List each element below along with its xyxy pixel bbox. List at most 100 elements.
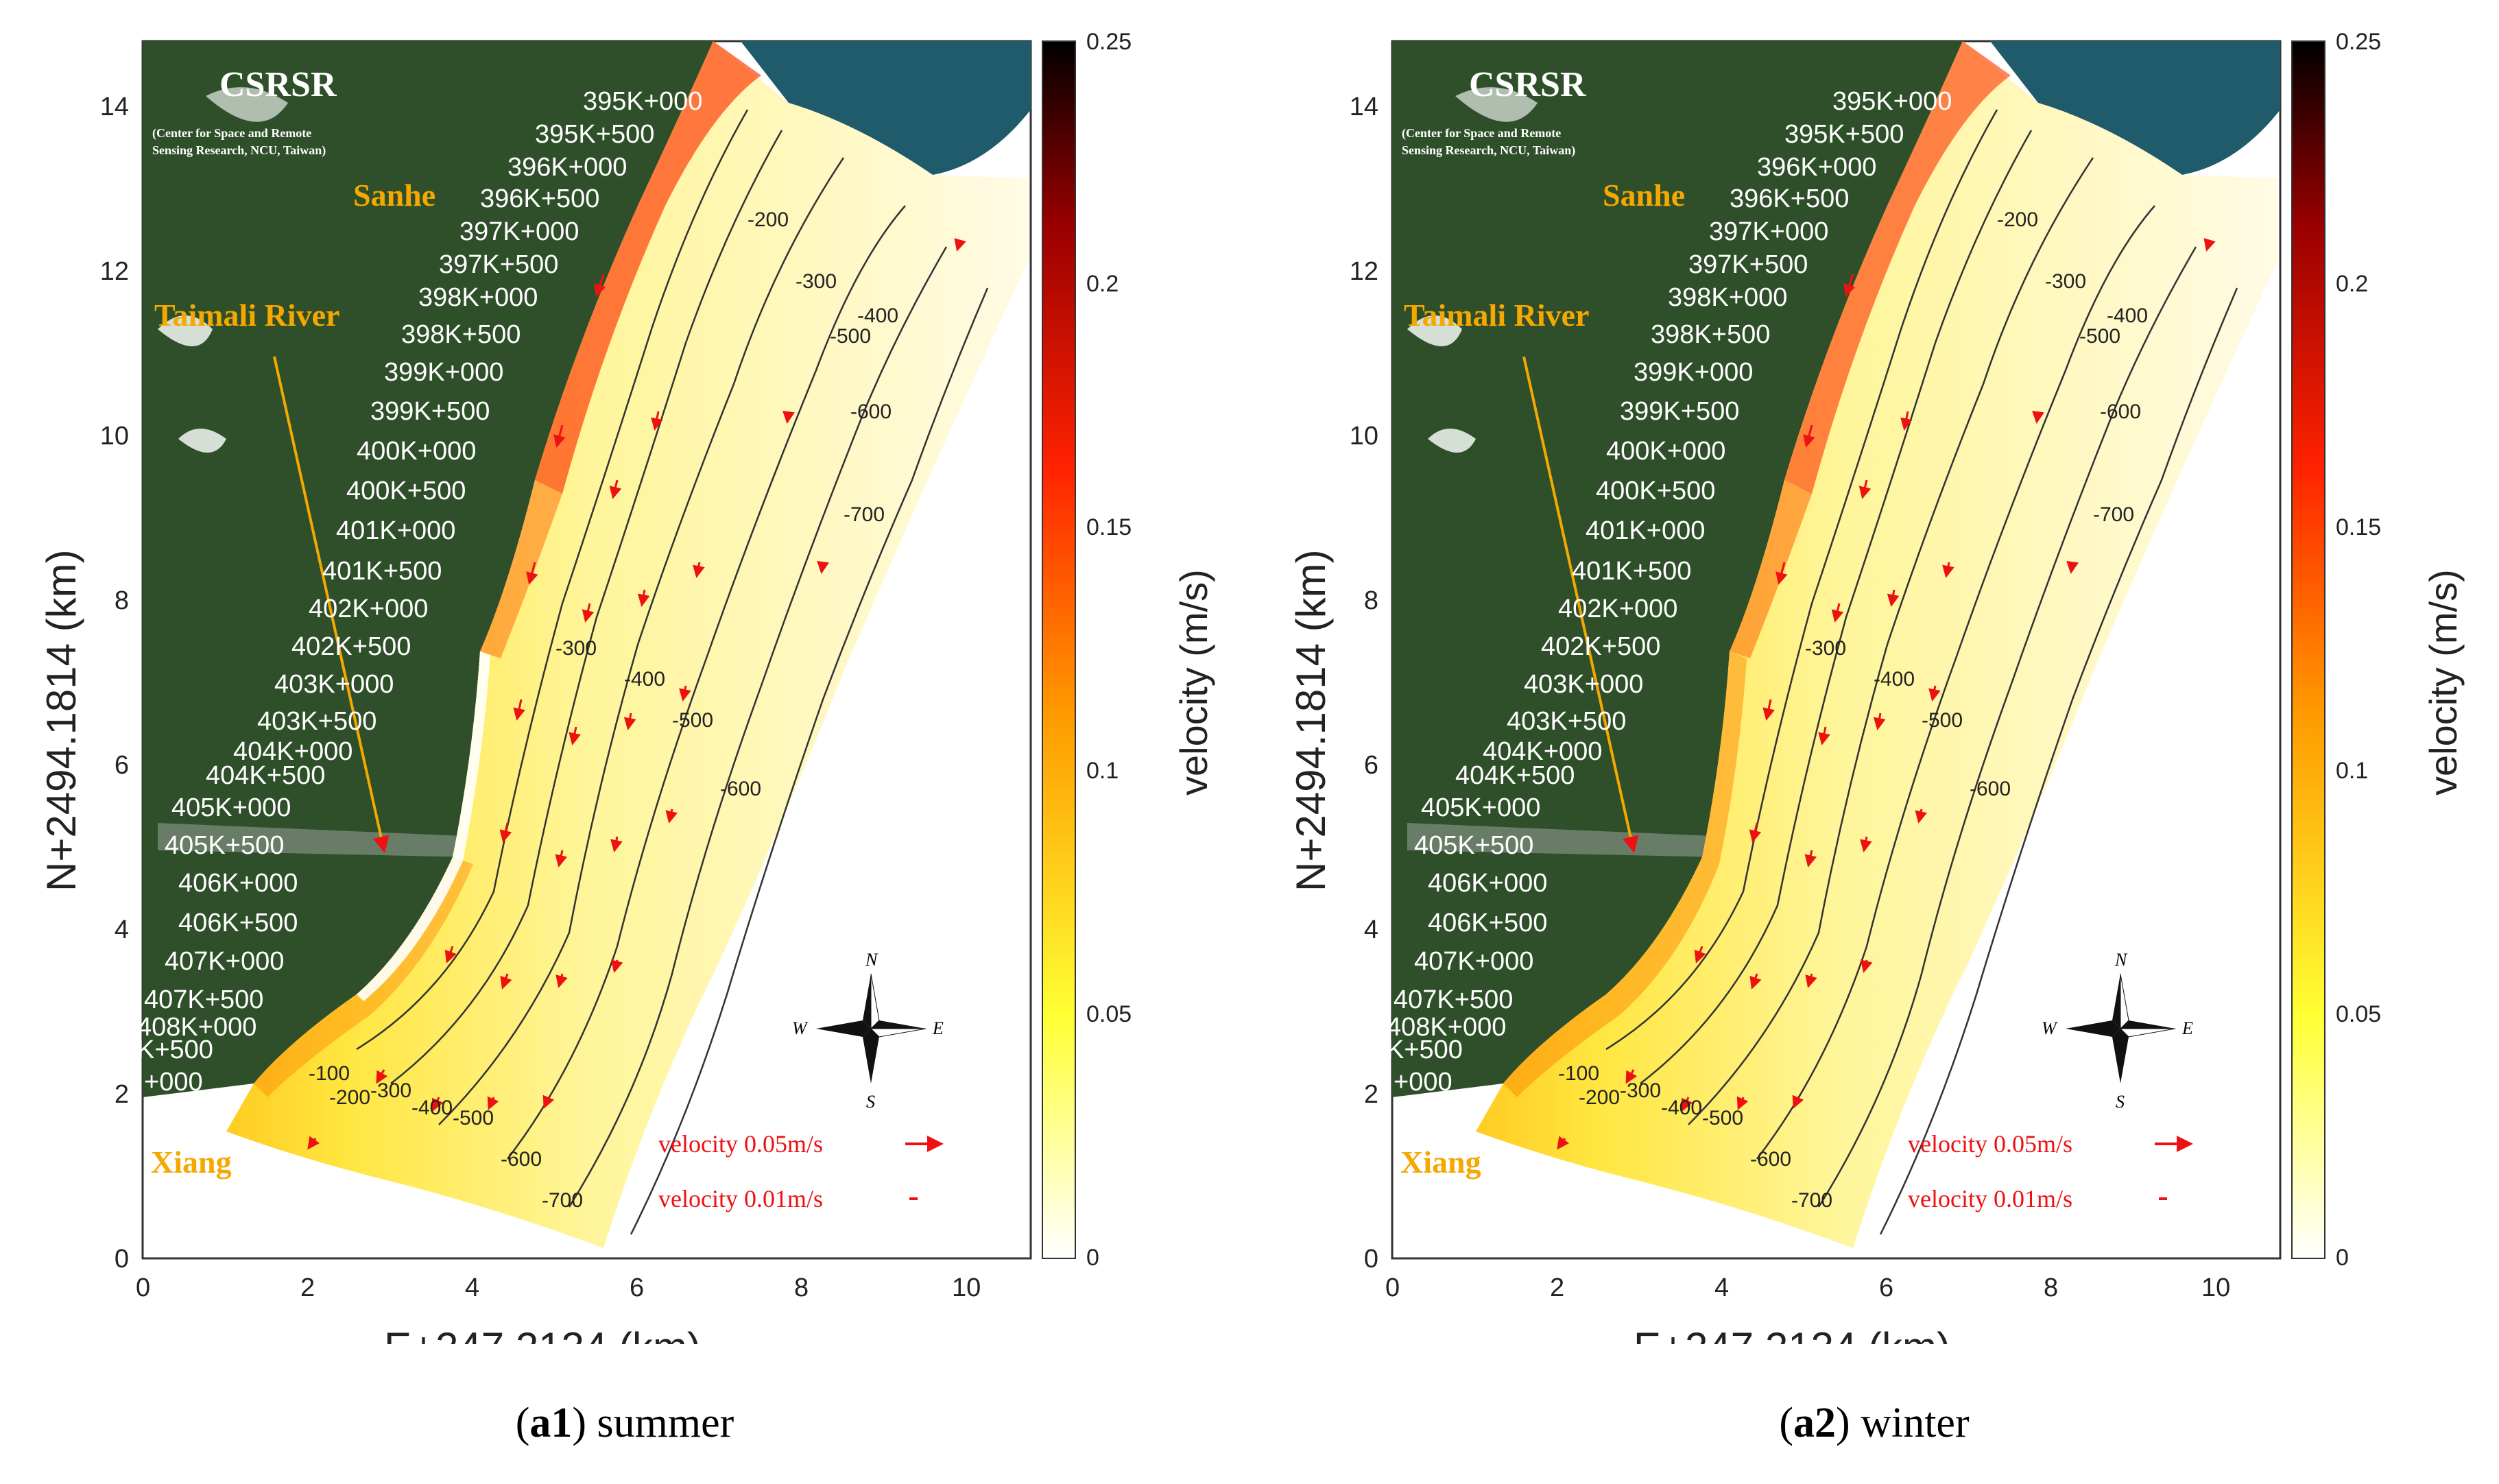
station-label: 395K+000 [1832,87,1952,116]
contour-label: -200 [1997,208,2038,231]
contour-label: -400 [857,304,898,327]
x-tick-label: 4 [465,1273,479,1302]
contour-label: -600 [501,1148,542,1171]
colorbar-tick-label: 0 [2336,1245,2349,1271]
contour-label: -200 [1579,1086,1620,1109]
velocity-vectors [1557,238,2216,1150]
x-tick-label: 10 [2201,1273,2230,1302]
contour-label: -700 [844,503,885,526]
x-tick-label: 8 [2044,1273,2058,1302]
colorbar: 0 0.05 0.1 0.15 0.2 0.25 velocity (m/s) [1042,29,1215,1271]
compass-west-label: W [792,1018,809,1038]
station-labels: 395K+000 395K+500 396K+000 396K+500 397K… [137,87,702,1097]
station-label: 405K+000 [1421,793,1540,822]
river-pointer [1522,356,1639,853]
station-label: 400K+500 [346,477,466,505]
river-pointer [273,356,390,853]
logo-subtitle: Sensing Research, NCU, Taiwan) [152,143,326,158]
station-label: 401K+500 [1572,557,1691,586]
station-label: 407K+500 [144,985,263,1014]
colorbar-tick-label: 0.05 [2336,1001,2381,1027]
contour-labels: -200 -300 -400 -500 -600 -700 -100 -200 … [1558,208,2148,1212]
y-tick-label: 6 [115,751,129,780]
y-tick-label: 8 [115,586,129,615]
contour-label: -500 [2079,325,2120,348]
station-label: 398K+000 [1668,283,1787,312]
velocity-vectors [307,238,966,1150]
station-label: 398K+500 [1651,320,1770,349]
station-label: 396K+000 [1757,153,1876,182]
legend-vector-small: velocity 0.01m/s [1908,1185,2072,1212]
station-label: 405K+500 [165,831,284,860]
station-label: K+500 [1387,1036,1463,1064]
caption-season: summer [597,1400,734,1446]
y-tick-label: 4 [1364,915,1378,944]
station-label: 403K+000 [274,670,394,699]
logo-text: CSRSR [219,65,337,104]
station-label: 397K+000 [1709,217,1828,246]
station-label: 404K+000 [1483,737,1602,766]
logo-subtitle: (Center for Space and Remote [1402,126,1561,141]
y-tick-label: 12 [100,257,129,286]
station-label: +000 [144,1068,203,1097]
contour-label: -600 [850,400,892,423]
y-tick-label: 12 [1350,257,1378,286]
contour-label: -200 [748,208,789,231]
x-tick-label: 0 [136,1273,150,1302]
colorbar-tick-label: 0.25 [1086,29,1132,55]
panel-summer: CSRSR (Center for Space and Remote Sensi… [38,29,1215,1446]
station-label: 403K+000 [1524,670,1643,699]
velocity-map-figure: CSRSR (Center for Space and Remote Sensi… [1288,29,2465,1344]
contour-label: -700 [1791,1189,1832,1212]
caption-id: a2 [1793,1400,1837,1446]
logo-text: CSRSR [1469,65,1587,104]
station-label: 408K+000 [137,1013,256,1042]
colorbar-tick-label: 0.2 [2336,271,2368,297]
place-label-xiang: Xiang [1400,1145,1481,1180]
y-tick-label: 14 [100,93,129,121]
caption-season: winter [1861,1400,1970,1446]
place-label-sanhe: Sanhe [353,178,435,213]
station-label: 399K+500 [1620,397,1739,426]
station-label: 408K+000 [1387,1013,1506,1042]
station-labels: 395K+000 395K+500 396K+000 396K+500 397K… [1387,87,1952,1097]
contour-label: -600 [2100,400,2141,423]
x-tick-label: 6 [630,1273,644,1302]
colorbar-tick-label: 0.1 [2336,758,2368,784]
panel-winter: CSRSR (Center for Space and Remote Sensi… [1250,0,2499,1484]
y-axis-label: N+2494.1814 (km) [38,549,84,891]
station-label: 399K+000 [384,358,503,387]
depth-contours [356,109,989,1235]
station-label: 402K+500 [1541,632,1660,661]
compass-south-label: S [2116,1092,2125,1112]
y-axis-label: N+2494.1814 (km) [1288,549,1334,891]
y-tick-label: 0 [115,1245,129,1273]
y-tick-label: 6 [1364,751,1378,780]
station-label: 404K+500 [1455,761,1575,790]
x-tick-label: 2 [300,1273,315,1302]
x-tick-label: 10 [952,1273,981,1302]
contour-label: -300 [2045,270,2086,293]
contour-label: -700 [542,1189,583,1212]
x-tick-label: 2 [1550,1273,1564,1302]
contour-label: -300 [1620,1079,1661,1102]
y-tick-label: 0 [1364,1245,1378,1273]
station-label: 407K+000 [165,947,284,976]
legend-vector-large: velocity 0.05m/s [658,1130,823,1158]
contour-label: -300 [796,270,837,293]
colorbar-tick-label: 0.15 [1086,514,1132,540]
x-tick-label: 0 [1385,1273,1400,1302]
colorbar-tick-label: 0 [1086,1245,1099,1271]
station-label: 400K+000 [1606,437,1725,466]
contour-label: -400 [1661,1097,1702,1119]
station-label: 404K+500 [206,761,325,790]
station-label: 407K+000 [1414,947,1533,976]
station-label: 405K+500 [1414,831,1533,860]
contour-label: -500 [672,709,713,732]
contour-label: -300 [1805,637,1846,660]
x-tick-label: 8 [794,1273,809,1302]
station-label: 403K+500 [1507,707,1626,736]
contour-label: -600 [1970,778,2011,800]
caption-id: a1 [529,1400,573,1446]
station-label: 399K+000 [1634,358,1753,387]
